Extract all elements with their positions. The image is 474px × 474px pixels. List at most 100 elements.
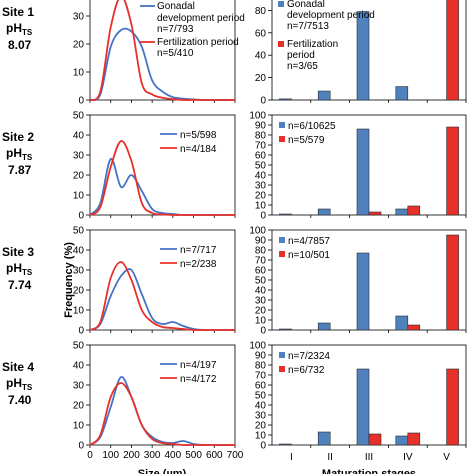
site-3-size-ytick-label: 50 (73, 226, 85, 237)
site-3-stage-ytick-label: 60 (255, 266, 267, 277)
site-4-size-ytick-label: 30 (73, 381, 85, 392)
site-2-stage-bar-IV-blue (395, 208, 409, 216)
site-4-stage-ytick-label: 80 (255, 361, 267, 372)
site-2-ph-label: pHTS (6, 146, 33, 162)
site-3-size-legend-n-blue: n=7/717 (180, 245, 217, 256)
site-4-stage-legend-n-red: n=6/732 (288, 365, 325, 376)
site-3-stage-bar-IV-blue (395, 315, 409, 331)
site-2-ph-subscript: TS (22, 153, 33, 162)
site-3-stage-ytick-label: 0 (260, 326, 266, 337)
site-3-size-ytick-label: 20 (73, 286, 85, 297)
site-3-stage-legend-swatch-red (279, 251, 285, 257)
site-2-ph-value: 7.87 (8, 163, 32, 177)
site-4-stage-ytick-label: 100 (249, 341, 266, 352)
size-legend-name-red: Fertilization period (157, 37, 239, 48)
site-4-stage-ytick-label: 90 (255, 351, 267, 362)
site-4-stage-bar-IV-blue (395, 435, 409, 446)
site-2-size-ytick-label: 0 (78, 211, 84, 222)
stage-legend-name-blue-2: development period (287, 10, 375, 21)
site-2-size-ytick-label: 30 (73, 151, 85, 162)
site-3-stage-bar-V-red (446, 234, 459, 331)
site-3-stage-bar-III-blue (356, 252, 370, 331)
site-2-stage-ytick-label: 40 (255, 171, 267, 182)
stage-xtick-label-III: III (365, 452, 373, 463)
size-legend-n-red: n=5/410 (157, 48, 194, 59)
site-4-size-ytick-label: 50 (73, 341, 85, 352)
site-2-stage-legend-n-blue: n=6/10625 (288, 121, 336, 132)
site-3-stage-bar-IV-red (407, 324, 421, 331)
site-2-stage-ytick-label: 70 (255, 141, 267, 152)
size-legend-name-blue-1: Gonadal (157, 1, 195, 12)
site-3-size-ytick-label: 0 (78, 326, 84, 337)
site-2-size-series-red (89, 140, 235, 216)
site-4-stage-ytick-label: 70 (255, 371, 267, 382)
site-3-size-series-blue (89, 268, 235, 331)
size-legend-n-blue: n=7/793 (157, 24, 194, 35)
site-3-stage-legend-swatch-blue (279, 237, 285, 243)
site-1-stage-bar-IV-blue (395, 86, 409, 101)
site-2-stage-ytick-label: 10 (255, 201, 267, 212)
site-4-ph-value: 7.40 (8, 393, 32, 407)
stage-xtick-label-II: II (327, 452, 333, 463)
site-2-size-legend-n-blue: n=5/598 (180, 130, 217, 141)
site-3-stage-bar-I-blue (279, 328, 292, 331)
stage-xtick-label-V: V (443, 452, 450, 463)
site-2-stage-ytick-label: 0 (260, 211, 266, 222)
site-3-label: Site 3 (2, 245, 34, 259)
site-2-stage-ytick-label: 80 (255, 131, 267, 142)
site-4-stage-ytick-label: 20 (255, 421, 267, 432)
stage-legend-name-blue-1: Gonadal (287, 0, 325, 10)
size-x-axis-label: Size (µm) (138, 468, 187, 474)
site-2-stage-legend-swatch-red (279, 136, 285, 142)
site-1-size-series-red (89, 0, 235, 101)
site-2-size-ytick-label: 10 (73, 191, 85, 202)
site-2-stage-ytick-label: 20 (255, 191, 267, 202)
site-2-stage-bar-III-blue (356, 128, 370, 216)
site-3-stage-ytick-label: 50 (255, 276, 267, 287)
site-4-size-ytick-label: 40 (73, 361, 85, 372)
site-3-size-legend-n-red: n=2/238 (180, 259, 217, 270)
stage-legend-n-red: n=3/65 (287, 61, 318, 72)
site-4-ph-subscript: TS (22, 383, 33, 392)
site-1-ph-label: pHTS (6, 21, 33, 37)
site-4-size-ytick-label: 0 (78, 441, 84, 452)
size-xtick-label: 0 (87, 450, 93, 461)
site-4-size-series-blue (89, 376, 235, 446)
site-1-size-ytick-label: 30 (73, 12, 85, 23)
site-4-stage-bar-III-red (368, 433, 382, 446)
site-3-ph-subscript: TS (22, 268, 33, 277)
site-3-stage-ytick-label: 10 (255, 316, 267, 327)
site-3-stage-legend-n-blue: n=4/7857 (288, 236, 330, 247)
size-legend-name-blue-2: development period (157, 13, 245, 24)
site-2-stage-ytick-label: 30 (255, 181, 267, 192)
site-4-size-ytick-label: 20 (73, 401, 85, 412)
size-xtick-label: 300 (144, 450, 161, 461)
site-4-size-frame (89, 344, 236, 446)
site-2-stage-ytick-label: 90 (255, 121, 267, 132)
site-4-stage-ytick-label: 40 (255, 401, 267, 412)
site-1-stage-bar-III-blue (356, 11, 370, 101)
site-3-stage-ytick-label: 20 (255, 306, 267, 317)
site-2-size-ytick-label: 40 (73, 131, 85, 142)
size-xtick-label: 500 (185, 450, 202, 461)
site-4-stage-legend-n-blue: n=7/2324 (288, 351, 330, 362)
site-1-stage-bar-II-blue (317, 90, 331, 101)
site-1-stage-ytick-label: 0 (260, 96, 266, 107)
site-1-ph-value: 8.07 (8, 38, 32, 52)
site-1-size-ytick-label: 0 (78, 96, 84, 107)
site-4-stage-bar-II-blue (317, 431, 331, 446)
site-1-stage-bar-V-red (446, 0, 459, 101)
site-2-stage-bar-IV-red (407, 205, 421, 216)
site-2-stage-ytick-label: 60 (255, 151, 267, 162)
site-4-size-series-red (89, 382, 235, 446)
site-3-stage-ytick-label: 100 (249, 226, 266, 237)
site-1-size-ytick-label: 20 (73, 40, 85, 51)
site-2-stage-ytick-label: 100 (249, 111, 266, 122)
site-2-size-legend-n-red: n=4/184 (180, 144, 217, 155)
site-2-stage-bar-II-blue (317, 208, 331, 216)
site-2-size-ytick-label: 20 (73, 171, 85, 182)
site-4-stage-ytick-label: 60 (255, 381, 267, 392)
size-xtick-label: 700 (227, 450, 244, 461)
site-4-stage-bar-V-red (446, 368, 459, 446)
